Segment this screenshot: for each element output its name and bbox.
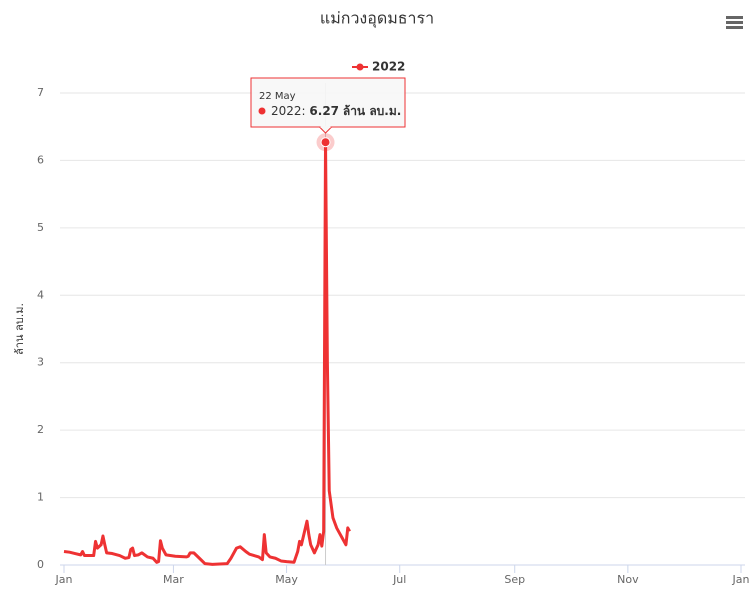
y-tick-label: 4: [37, 288, 44, 301]
tooltip-series: 2022: [271, 104, 302, 118]
x-tick-label: Jan: [55, 573, 73, 586]
x-tick-label: Jan: [732, 573, 750, 586]
y-tick-label: 1: [37, 491, 44, 504]
tooltip-unit: ล้าน ลบ.ม.: [343, 104, 401, 118]
tooltip-text: 2022: 6.27 ล้าน ลบ.ม.: [271, 104, 401, 118]
menu-icon[interactable]: [726, 16, 743, 29]
y-tick-label: 5: [37, 221, 44, 234]
x-tick-label: Mar: [163, 573, 184, 586]
y-tick-label: 3: [37, 356, 44, 369]
hover-point: [320, 137, 331, 148]
y-tick-label: 7: [37, 86, 44, 99]
tooltip-box: [250, 77, 406, 128]
y-tick-label: 2: [37, 423, 44, 436]
legend-label: 2022: [372, 60, 405, 74]
chart-title: แม่กวงอุดมธารา: [320, 9, 434, 29]
y-tick-label: 6: [37, 153, 44, 166]
series-line: [63, 140, 351, 566]
y-axis-label: ล้าน ลบ.ม.: [13, 303, 26, 355]
y-tick-label: 0: [37, 558, 44, 571]
x-tick-label: Nov: [617, 573, 639, 586]
legend[interactable]: 2022: [352, 60, 405, 74]
tooltip-marker: [258, 107, 266, 115]
x-tick-label: May: [275, 573, 298, 586]
tooltip-date: 22 May: [259, 91, 296, 102]
x-tick-label: Sep: [504, 573, 525, 586]
tooltip-value: 6.27: [309, 104, 339, 118]
x-tick-label: Jul: [392, 573, 406, 586]
legend-marker: [356, 63, 364, 71]
tooltip-sep: :: [302, 104, 310, 118]
tooltip: 22 May 2022: 6.27 ล้าน ลบ.ม.: [250, 77, 406, 134]
